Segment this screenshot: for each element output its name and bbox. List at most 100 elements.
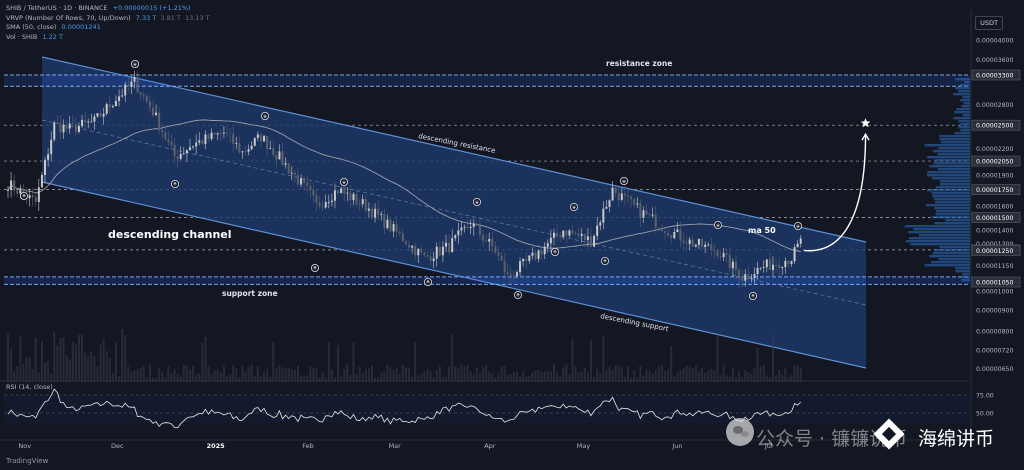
candle (488, 238, 491, 242)
candle (630, 196, 633, 200)
rsi-band (4, 395, 970, 423)
candle (34, 197, 37, 202)
candle (771, 264, 774, 271)
volume-bar (608, 366, 611, 382)
volume-bar (543, 371, 546, 382)
price-tick-label: 0.00001250 (976, 248, 1013, 255)
volume-bar (738, 371, 741, 382)
sma-value: 0.00001241 (61, 23, 101, 31)
time-tick-label: Nov (18, 442, 31, 450)
candle (65, 125, 68, 129)
candle (127, 84, 130, 87)
volume-bar (414, 342, 417, 382)
volume-bar (719, 375, 722, 382)
tradingview-logo[interactable]: TradingView (6, 457, 49, 465)
currency-badge[interactable]: USDT (975, 16, 1003, 30)
candle (238, 143, 241, 153)
volume-profile-bar (960, 99, 970, 102)
volume-bar (241, 365, 244, 382)
volume-bar (568, 374, 571, 382)
volume-bar (753, 368, 756, 382)
pivot-markers (19, 60, 803, 300)
price-tick-label: 0.00003300 (976, 73, 1013, 80)
pivot-arrow (751, 293, 755, 298)
candle (429, 256, 432, 261)
candle (204, 134, 207, 145)
volume-profile-bar (955, 270, 970, 273)
volume-profile-bar (932, 252, 970, 255)
vrvp-row[interactable]: VRVP (Number Of Rows, 70, Up/Down) 7.33 … (6, 14, 210, 24)
candle (226, 132, 229, 134)
candle (768, 259, 771, 271)
vrvp-label: VRVP (Number Of Rows, 70, Up/Down) (6, 13, 131, 22)
volume-bar (577, 372, 580, 382)
volume-bar (559, 376, 562, 382)
rsi-level-50-label: 50.00 (976, 411, 994, 418)
sma-row[interactable]: SMA (50, close) 0.00001241 (6, 23, 210, 33)
time-tick-label: Jun (671, 442, 682, 450)
volume-bar (704, 373, 707, 382)
candle (241, 151, 244, 153)
volume-bar (293, 369, 296, 382)
vol-row[interactable]: Vol · SHIB 1.22 T (6, 33, 210, 43)
volume-bar (670, 345, 673, 382)
watermark-right: 海绵讲币 (918, 428, 995, 450)
volume-bar (374, 377, 377, 382)
volume-bar (593, 377, 596, 382)
volume-bar (389, 367, 392, 382)
candle (121, 95, 124, 97)
volume-bar (713, 369, 716, 382)
price-tick-label: 0.00001400 (976, 227, 1013, 234)
volume-bar (537, 370, 540, 382)
volume-bar (349, 374, 352, 382)
price-tick-box (971, 155, 1021, 167)
volume-bar (525, 376, 528, 382)
volume-profile-bar (953, 93, 970, 96)
candle (765, 259, 768, 268)
candle (556, 232, 559, 236)
volume-bar (87, 355, 90, 382)
volume-profile-bar (962, 96, 970, 99)
candle (296, 174, 299, 185)
volume-bar (429, 371, 432, 382)
volume-bar (398, 373, 401, 382)
candle (534, 252, 537, 259)
volume-bar (401, 364, 404, 382)
volume-bar (417, 375, 420, 382)
candle (395, 224, 398, 232)
volume-bar (531, 372, 534, 382)
candle (494, 246, 497, 253)
candle (787, 260, 790, 265)
volume-bar (469, 371, 472, 382)
price-tick-label: 0.00001750 (976, 187, 1013, 194)
candle (340, 188, 343, 194)
time-axis[interactable]: Nov Dec 2025 Feb Mar Apr May Jun Jul (0, 439, 970, 450)
candle (605, 206, 608, 209)
price-axis[interactable]: 0.00004000 0.00003600 0.00003300 0.00002800… (970, 10, 1021, 440)
candle (639, 203, 642, 218)
candle (300, 178, 303, 185)
volume-profile-bar (934, 159, 970, 162)
volume-bar (327, 341, 330, 382)
candle (420, 248, 423, 253)
descending-support-line (41, 181, 867, 369)
candle (84, 119, 87, 122)
candle (562, 230, 565, 237)
volume-profile-bar (908, 231, 970, 234)
volume-profile-bar (929, 165, 970, 168)
volume-bar (784, 367, 787, 382)
candle (571, 230, 574, 234)
vrvp-value-up: 7.33 T (135, 13, 157, 22)
volume-profile-bar (934, 198, 970, 201)
candle (93, 116, 96, 122)
candle (321, 206, 324, 208)
volume-bar (142, 366, 145, 382)
candle (574, 233, 577, 235)
volume-bar (151, 377, 154, 382)
candle (565, 230, 568, 236)
volume-bar (420, 373, 423, 382)
candle (525, 258, 528, 261)
candle (611, 187, 614, 201)
symbol-row[interactable]: SHIB / TetherUS · 1D · BINANCE +0.000000… (6, 4, 210, 14)
